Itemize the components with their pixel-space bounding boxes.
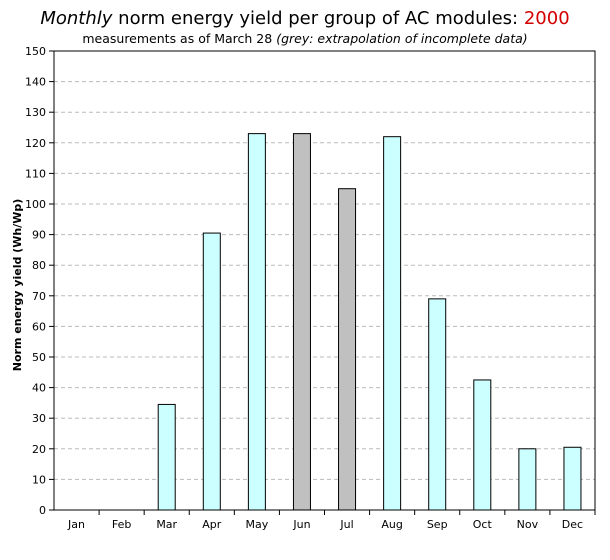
chart-subtitle: measurements as of March 28 (grey: extra… — [0, 31, 610, 46]
x-tick-label: Sep — [427, 518, 448, 531]
y-tick-label: 130 — [25, 106, 46, 119]
y-tick-label: 0 — [39, 504, 46, 517]
x-tick-label: Feb — [112, 518, 131, 531]
bar-dec — [563, 446, 582, 511]
x-tick-label: Aug — [381, 518, 402, 531]
y-tick-label: 10 — [32, 473, 46, 486]
gridlines — [54, 50, 595, 480]
bar-nov — [518, 448, 537, 511]
x-tick-label: Jul — [339, 518, 353, 531]
y-tick-label: 80 — [32, 259, 46, 272]
y-tick-label: 70 — [32, 290, 46, 303]
axes: 0 10 20 30 40 50 60 70 80 90 100 110 120 130 140 150 Jan… — [25, 45, 596, 531]
chart-title-lead: Monthly — [40, 8, 113, 29]
bar-sep — [428, 298, 447, 511]
y-tick-label: 50 — [32, 351, 46, 364]
y-tick-label: 110 — [25, 167, 46, 180]
bar-aug — [383, 136, 402, 511]
bar-apr — [202, 232, 221, 511]
bar-mar — [157, 403, 176, 511]
y-axis-label: Norm energy yield (Wh/Wp) — [11, 199, 24, 371]
chart-title: Monthly norm energy yield per group of A… — [0, 8, 610, 29]
x-tick-label: Jun — [292, 518, 310, 531]
y-tick-label: 30 — [32, 412, 46, 425]
y-tick-label: 140 — [25, 76, 46, 89]
plot-frame — [53, 50, 596, 511]
x-tick-label: Dec — [562, 518, 583, 531]
x-tick-label: Mar — [156, 518, 177, 531]
chart-subtitle-note: (grey: extrapolation of incomplete data) — [276, 31, 528, 46]
x-tick-label: Nov — [517, 518, 539, 531]
x-tick-label: Jan — [67, 518, 85, 531]
bar-jun — [292, 133, 311, 511]
bar-may — [247, 133, 266, 511]
chart-title-main: norm energy yield per group of AC module… — [118, 8, 524, 29]
y-tick-label: 60 — [32, 320, 46, 333]
y-tick-label: 90 — [32, 229, 46, 242]
y-tick-label: 40 — [32, 382, 46, 395]
y-tick-label: 120 — [25, 137, 46, 150]
chart-subtitle-main: measurements as of March 28 — [82, 31, 277, 46]
y-tick-label: 20 — [32, 443, 46, 456]
x-tick-label: Oct — [473, 518, 493, 531]
bars — [157, 133, 582, 511]
y-tick-label: 100 — [25, 198, 46, 211]
chart-title-year: 2000 — [523, 8, 570, 29]
y-tick-label: 150 — [25, 45, 46, 58]
bar-oct — [473, 379, 492, 511]
bar-jul — [338, 188, 357, 511]
x-tick-label: Apr — [202, 518, 222, 531]
x-tick-label: May — [246, 518, 269, 531]
